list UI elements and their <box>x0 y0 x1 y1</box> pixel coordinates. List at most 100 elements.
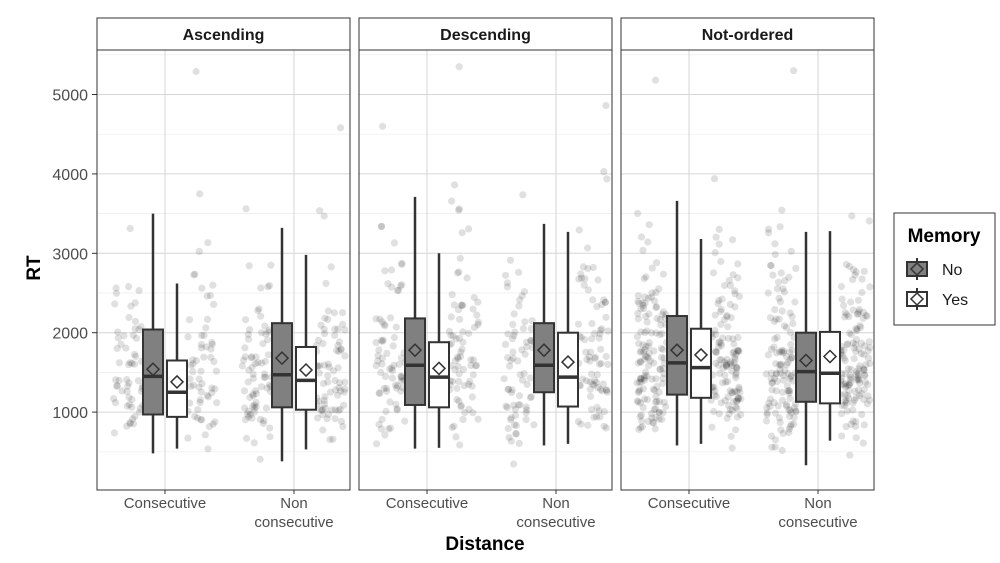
data-point <box>643 396 652 404</box>
data-point <box>123 422 131 430</box>
data-point <box>858 390 866 398</box>
data-point <box>324 410 333 419</box>
data-point <box>264 283 272 291</box>
data-point <box>125 393 133 401</box>
data-point <box>377 336 385 345</box>
data-point <box>866 396 874 404</box>
data-point <box>853 325 861 333</box>
data-point <box>650 297 659 305</box>
data-point <box>455 370 463 378</box>
data-point <box>601 298 610 306</box>
data-point <box>855 392 864 400</box>
data-point <box>204 239 212 247</box>
data-point <box>388 266 396 274</box>
data-point <box>637 411 645 419</box>
data-point <box>653 259 661 267</box>
data-point <box>334 341 342 350</box>
data-point <box>771 409 780 417</box>
data-point <box>201 431 209 439</box>
data-point <box>583 355 591 364</box>
data-point <box>787 421 795 429</box>
data-point <box>656 316 664 324</box>
data-point <box>731 353 739 361</box>
data-point <box>644 354 652 362</box>
data-point <box>717 342 726 350</box>
data-point <box>860 385 868 393</box>
data-point <box>193 414 201 422</box>
data-point <box>733 404 741 412</box>
data-point <box>659 364 667 372</box>
data-point <box>332 386 340 394</box>
data-point <box>575 275 583 283</box>
data-point <box>504 330 512 338</box>
y-tick-label: 3000 <box>52 246 88 263</box>
data-point <box>518 292 526 300</box>
data-point <box>389 342 397 350</box>
data-point <box>855 305 864 314</box>
data-point <box>636 357 645 365</box>
data-point <box>855 375 863 384</box>
data-point <box>651 425 659 433</box>
data-point <box>246 393 254 401</box>
data-point <box>245 366 253 374</box>
data-point <box>847 365 855 373</box>
data-point <box>526 394 535 402</box>
data-point <box>393 405 401 413</box>
data-point <box>469 409 477 417</box>
data-point <box>135 325 143 333</box>
data-point <box>447 313 455 321</box>
data-point <box>503 279 511 287</box>
data-point <box>855 345 863 353</box>
data-point <box>780 288 789 296</box>
data-point <box>729 389 737 397</box>
data-point <box>717 257 725 266</box>
x-tick-label: Non <box>804 495 832 512</box>
data-point <box>317 321 325 329</box>
data-point <box>527 337 535 345</box>
data-point <box>381 267 389 275</box>
data-point <box>322 279 330 287</box>
data-point <box>852 370 860 378</box>
data-point <box>263 384 271 392</box>
data-point <box>200 353 208 361</box>
data-point <box>195 247 203 255</box>
data-point <box>645 310 653 318</box>
facet-panel: Not-ordered <box>620 17 875 491</box>
data-point <box>652 392 660 400</box>
data-point <box>266 433 274 441</box>
data-point <box>389 367 397 375</box>
data-point <box>724 334 733 342</box>
data-point <box>126 224 134 233</box>
data-point <box>856 379 864 387</box>
data-point <box>647 409 656 418</box>
data-point <box>603 388 611 396</box>
data-point <box>191 412 199 420</box>
data-point <box>849 406 857 414</box>
data-point <box>394 286 403 294</box>
data-point <box>504 385 513 393</box>
x-axis-label: Distance <box>445 534 524 555</box>
data-point <box>842 380 850 388</box>
data-point <box>721 281 729 290</box>
data-point <box>456 254 464 262</box>
data-point <box>852 422 860 430</box>
data-point <box>718 295 726 303</box>
mean-diamond <box>560 355 576 370</box>
data-point <box>712 330 720 338</box>
data-point <box>726 405 734 413</box>
data-point <box>650 347 658 355</box>
y-axis-label: RT <box>24 255 45 281</box>
y-tick-label: 4000 <box>52 167 88 184</box>
data-point <box>717 339 725 348</box>
data-point <box>850 396 859 404</box>
data-point <box>503 283 511 291</box>
boxplot-yes <box>557 231 579 444</box>
data-point <box>579 263 588 271</box>
data-point <box>716 338 724 346</box>
data-point <box>451 366 459 374</box>
data-point <box>645 349 653 358</box>
data-point <box>192 357 200 365</box>
data-point <box>130 350 139 358</box>
data-point <box>852 348 860 356</box>
data-point <box>452 335 460 343</box>
